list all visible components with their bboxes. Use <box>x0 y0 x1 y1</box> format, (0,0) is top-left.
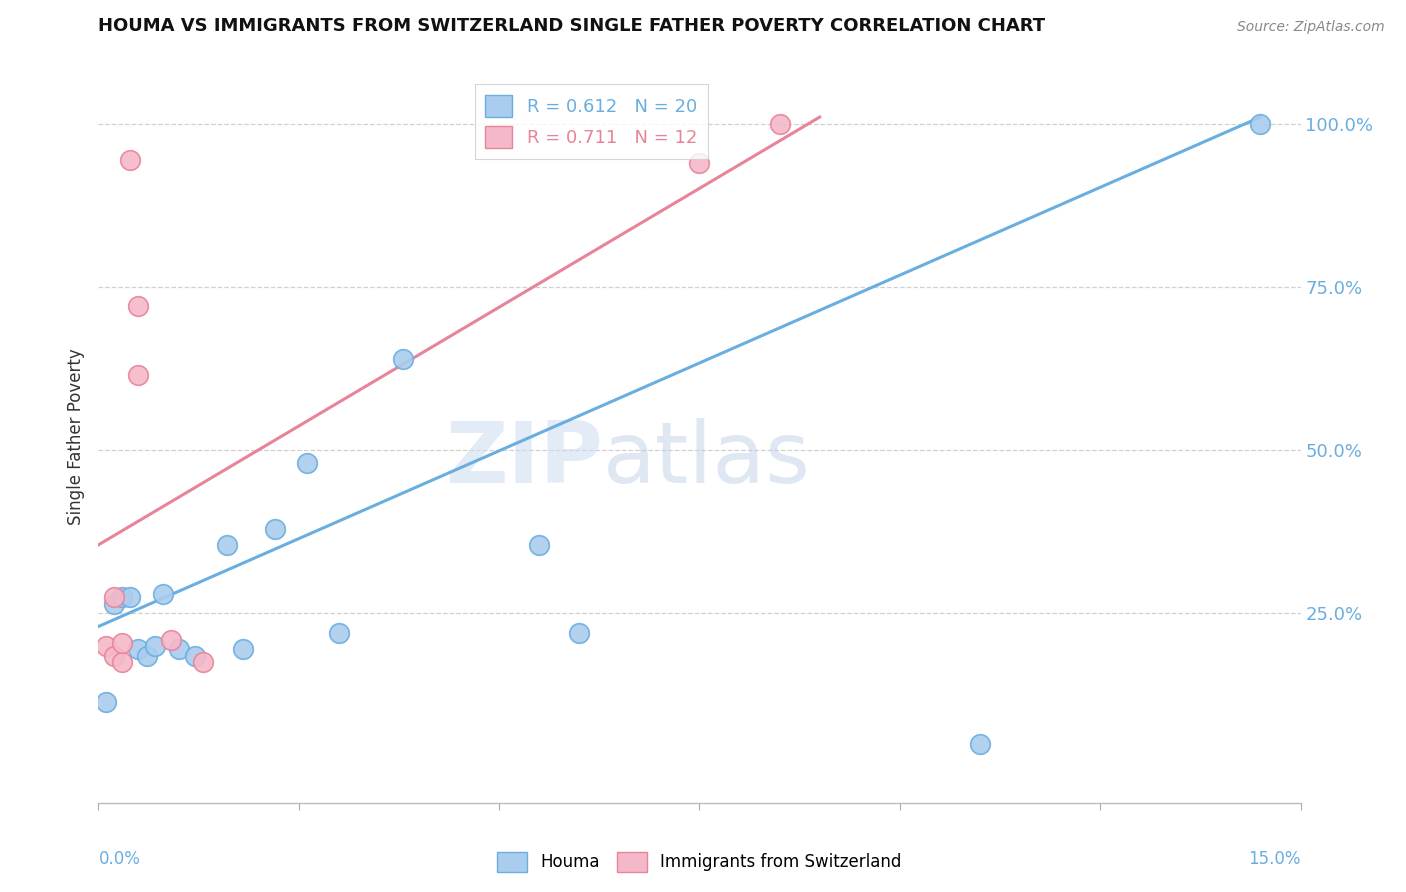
Point <box>167 642 190 657</box>
Point <box>103 597 125 611</box>
Point <box>232 642 254 657</box>
Point <box>215 538 238 552</box>
Point <box>120 590 142 604</box>
Point <box>568 626 591 640</box>
Y-axis label: Single Father Poverty: Single Father Poverty <box>67 349 86 525</box>
Point <box>103 648 125 663</box>
Text: HOUMA VS IMMIGRANTS FROM SWITZERLAND SINGLE FATHER POVERTY CORRELATION CHART: HOUMA VS IMMIGRANTS FROM SWITZERLAND SIN… <box>98 17 1046 35</box>
Point <box>263 521 285 535</box>
Legend: R = 0.612   N = 20, R = 0.711   N = 12: R = 0.612 N = 20, R = 0.711 N = 12 <box>474 84 709 159</box>
Point <box>111 590 134 604</box>
Point <box>103 590 125 604</box>
Point <box>1250 117 1272 131</box>
Point <box>328 626 350 640</box>
Point <box>295 456 318 470</box>
Point <box>96 695 118 709</box>
Text: 15.0%: 15.0% <box>1249 850 1301 868</box>
Point <box>769 117 792 131</box>
Point <box>120 153 142 167</box>
Point <box>529 538 551 552</box>
Point <box>128 368 150 382</box>
Text: 0.0%: 0.0% <box>98 850 141 868</box>
Text: ZIP: ZIP <box>446 417 603 500</box>
Point <box>111 636 134 650</box>
Point <box>689 156 711 170</box>
Point <box>128 642 150 657</box>
Point <box>152 587 174 601</box>
Point <box>111 656 134 670</box>
Point <box>143 639 166 653</box>
Point <box>135 648 157 663</box>
Point <box>392 351 415 366</box>
Text: Source: ZipAtlas.com: Source: ZipAtlas.com <box>1237 21 1385 34</box>
Text: atlas: atlas <box>603 417 811 500</box>
Point <box>969 737 991 751</box>
Point <box>96 639 118 653</box>
Point <box>128 300 150 314</box>
Point <box>191 656 214 670</box>
Point <box>183 648 205 663</box>
Point <box>159 632 181 647</box>
